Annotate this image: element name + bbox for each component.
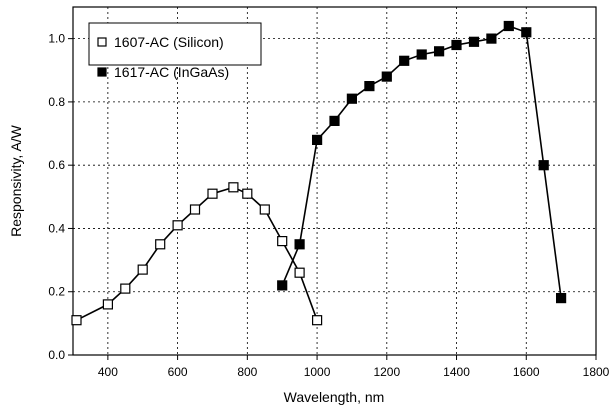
legend-label-ingaas: 1617-AC (InGaAs) <box>114 64 229 80</box>
y-tick-label: 0.4 <box>48 221 65 235</box>
data-point <box>312 315 323 326</box>
data-point <box>294 267 305 278</box>
data-point <box>451 39 462 51</box>
y-tick-label: 1.0 <box>48 32 65 46</box>
x-tick-label: 600 <box>168 365 188 379</box>
legend: 1607-AC (Silicon) 1617-AC (InGaAs) <box>88 22 262 80</box>
data-point <box>434 46 445 57</box>
x-tick-label: 1600 <box>513 365 540 379</box>
y-tick-label: 0.6 <box>48 158 65 172</box>
data-point <box>399 55 410 66</box>
x-tick-label: 400 <box>98 365 118 379</box>
data-point <box>294 239 305 250</box>
x-tick-label: 1200 <box>373 365 400 379</box>
data-point <box>416 49 427 60</box>
y-tick-label: 0.0 <box>48 348 65 362</box>
grid-lines <box>73 7 596 355</box>
data-point <box>207 188 218 199</box>
data-point <box>189 204 201 215</box>
y-tick-label: 0.8 <box>48 95 65 109</box>
legend-box <box>88 22 262 66</box>
plot-frame <box>72 6 597 356</box>
legend-label-silicon: 1607-AC (Silicon) <box>114 34 224 50</box>
data-point <box>155 239 166 250</box>
data-point <box>277 280 288 291</box>
data-point <box>538 160 549 171</box>
data-point <box>120 283 131 294</box>
y-tick-label: 0.2 <box>48 285 65 299</box>
x-tick-label: 800 <box>237 365 257 379</box>
data-point <box>521 27 532 38</box>
data-point <box>228 182 239 193</box>
data-point <box>486 33 497 44</box>
legend-marker-ingaas <box>97 67 107 77</box>
legend-marker-silicon <box>97 37 107 47</box>
data-point <box>312 134 323 145</box>
data-point <box>329 115 340 127</box>
series-ingaas <box>277 20 567 304</box>
data-point <box>102 299 114 310</box>
data-point <box>468 36 480 47</box>
data-point <box>364 80 375 92</box>
x-axis-title: Wavelength, nm <box>284 389 385 405</box>
data-point <box>381 71 392 82</box>
data-point <box>172 220 183 231</box>
x-tick-label: 1800 <box>583 365 610 379</box>
data-point <box>555 293 567 304</box>
data-point <box>346 93 357 104</box>
data-point <box>71 315 82 326</box>
x-tick-label: 1000 <box>304 365 331 379</box>
data-series <box>71 20 567 326</box>
series-silicon <box>71 182 323 326</box>
data-point <box>503 20 514 32</box>
axis-ticks: 400 600 800 1000 1200 1400 1600 1800 0.0 0.2 0.4 0.… <box>48 32 609 379</box>
data-point <box>137 264 148 275</box>
data-point <box>242 188 253 199</box>
x-tick-label: 1400 <box>443 365 470 379</box>
y-axis-title: Responsivity, A/W <box>8 124 24 237</box>
data-point <box>277 236 288 247</box>
data-point <box>259 204 270 215</box>
